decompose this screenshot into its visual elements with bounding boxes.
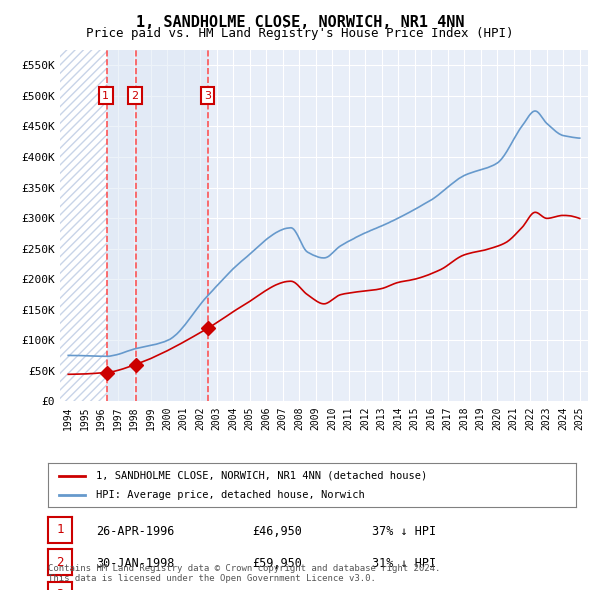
Bar	[107, 50, 208, 401]
Text: 31% ↓ HPI: 31% ↓ HPI	[372, 558, 436, 571]
Text: 26-APR-1996: 26-APR-1996	[96, 525, 175, 538]
Text: 2: 2	[56, 556, 64, 569]
Text: 30-JAN-1998: 30-JAN-1998	[96, 558, 175, 571]
Bar	[60, 50, 107, 401]
Text: 3: 3	[204, 91, 211, 101]
Text: £59,950: £59,950	[252, 558, 302, 571]
Text: Contains HM Land Registry data © Crown copyright and database right 2024.
This d: Contains HM Land Registry data © Crown c…	[48, 563, 440, 583]
Text: 2: 2	[131, 91, 139, 101]
Text: Price paid vs. HM Land Registry's House Price Index (HPI): Price paid vs. HM Land Registry's House …	[86, 27, 514, 40]
Text: 1: 1	[102, 91, 109, 101]
Text: 1, SANDHOLME CLOSE, NORWICH, NR1 4NN: 1, SANDHOLME CLOSE, NORWICH, NR1 4NN	[136, 15, 464, 30]
Text: 3: 3	[56, 588, 64, 590]
Text: 1: 1	[56, 523, 64, 536]
Bar	[60, 50, 107, 401]
Text: HPI: Average price, detached house, Norwich: HPI: Average price, detached house, Norw…	[95, 490, 364, 500]
Text: 1, SANDHOLME CLOSE, NORWICH, NR1 4NN (detached house): 1, SANDHOLME CLOSE, NORWICH, NR1 4NN (de…	[95, 471, 427, 480]
Text: £46,950: £46,950	[252, 525, 302, 538]
Text: 37% ↓ HPI: 37% ↓ HPI	[372, 525, 436, 538]
